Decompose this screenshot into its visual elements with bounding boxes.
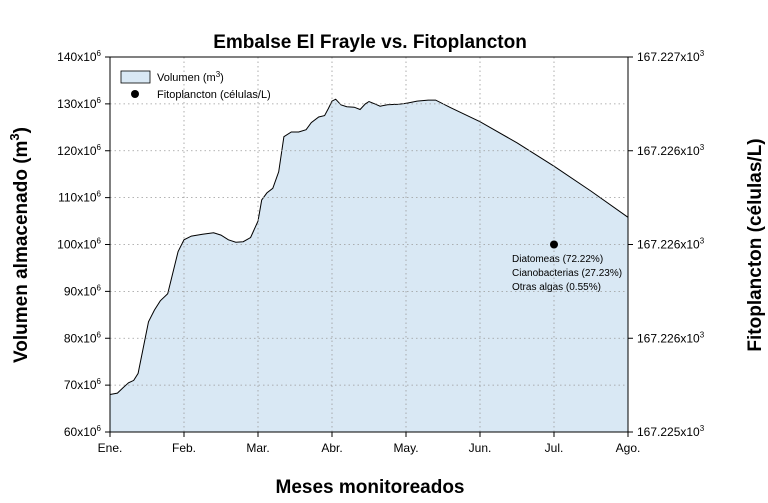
- y2-tick-label-exp-2: 3: [700, 237, 705, 246]
- y-tick-label-0: 60x106: [64, 424, 102, 439]
- legend-item-volumen: Volumen (m3): [157, 70, 224, 84]
- x-tick-label-7: Ago.: [616, 441, 641, 455]
- legend-area-swatch: [120, 70, 151, 84]
- y2-tick-label-base-1: 167.226x10: [637, 331, 700, 345]
- y-tick-label-6: 120x106: [57, 143, 101, 158]
- y-tick-label-base-6: 120x10: [57, 144, 97, 158]
- y-tick-label-exp-8: 6: [97, 49, 102, 58]
- y-tick-label-2: 80x106: [64, 330, 102, 345]
- chart-title: Embalse El Frayle vs. Fitoplancton: [213, 32, 527, 53]
- y-tick-label-4: 100x106: [57, 237, 101, 252]
- y2-tick-label-base-2: 167.226x10: [637, 238, 700, 252]
- y2-tick-label-2: 167.226x103: [637, 237, 705, 252]
- x-tick-label-4: May.: [393, 441, 418, 455]
- y-axis-title: Volumen almacenado (m3): [7, 127, 32, 363]
- annotation-otras-algas: Otras algas (0.55%): [512, 282, 601, 293]
- y-tick-label-3: 90x106: [64, 283, 102, 298]
- volumen-area-fill: [110, 99, 628, 432]
- y2-tick-label-3: 167.226x103: [637, 143, 705, 158]
- annotation-diatomeas: Diatomeas (72.22%): [512, 254, 603, 265]
- y2-tick-label-0: 167.225x103: [637, 424, 705, 439]
- x-tick-label-0: Ene.: [98, 441, 123, 455]
- y-tick-label-exp-5: 6: [97, 190, 102, 199]
- y-tick-label-exp-6: 6: [97, 143, 102, 152]
- y-tick-label-8: 140x106: [57, 49, 101, 64]
- legend: Volumen (m3) Fitoplancton (células/L): [120, 70, 271, 101]
- y-tick-label-base-7: 130x10: [57, 97, 97, 111]
- y2-tick-label-exp-1: 3: [700, 330, 705, 339]
- x-tick-label-5: Jun.: [469, 441, 492, 455]
- fitoplancton-point-0: [550, 240, 558, 249]
- y-tick-label-base-8: 140x10: [57, 50, 97, 64]
- y-tick-label-1: 70x106: [64, 377, 102, 392]
- y-tick-label-exp-0: 6: [97, 424, 102, 433]
- x-tick-label-2: Mar.: [246, 441, 269, 455]
- y2-tick-label-base-4: 167.227x10: [637, 50, 700, 64]
- legend-item-volumen-close: ): [220, 72, 224, 84]
- y-tick-label-exp-7: 6: [97, 96, 102, 105]
- y-tick-label-exp-4: 6: [97, 237, 102, 246]
- y2-tick-label-base-0: 167.225x10: [637, 425, 700, 439]
- y2-axis-title: Fitoplancton (células/L): [745, 138, 766, 351]
- point-layer: [550, 240, 558, 249]
- legend-point-marker: [131, 90, 139, 98]
- y2-tick-label-exp-0: 3: [700, 424, 705, 433]
- x-axis-title: Meses monitoreados: [276, 477, 465, 498]
- x-tick-label-3: Abr.: [321, 441, 342, 455]
- y2-tick-label-1: 167.226x103: [637, 330, 705, 345]
- legend-item-volumen-label: Volumen (m: [157, 72, 216, 84]
- y-axis-title-main: Volumen almacenado (m: [11, 141, 32, 363]
- y-tick-label-exp-1: 6: [97, 377, 102, 386]
- y-tick-label-base-4: 100x10: [57, 238, 97, 252]
- y-axis-title-close: ): [11, 127, 32, 133]
- y2-tick-label-4: 167.227x103: [637, 49, 705, 64]
- y2-tick-label-exp-4: 3: [700, 49, 705, 58]
- area-layer: [109, 98, 629, 432]
- legend-item-fitoplancton: Fitoplancton (células/L): [157, 89, 271, 101]
- y-tick-label-base-2: 80x10: [64, 331, 97, 345]
- x-tick-label-6: Jul.: [545, 441, 564, 455]
- y-tick-label-base-0: 60x10: [64, 425, 97, 439]
- y2-tick-label-base-3: 167.226x10: [637, 144, 700, 158]
- y-tick-label-exp-2: 6: [97, 330, 102, 339]
- y-tick-label-5: 110x106: [58, 190, 101, 205]
- y2-tick-label-exp-3: 3: [700, 143, 705, 152]
- y-tick-label-base-3: 90x10: [64, 284, 97, 298]
- y-tick-label-7: 130x106: [57, 96, 101, 111]
- y-tick-label-base-1: 70x10: [64, 378, 97, 392]
- y-tick-label-base-5: 110x10: [58, 191, 97, 205]
- x-tick-label-1: Feb.: [172, 441, 196, 455]
- annotation-cianobacterias: Cianobacterias (27.23%): [512, 268, 622, 279]
- tick-layer: Ene. Feb. Mar. Abr. May. Jun. Jul. Ago.60x10670…: [57, 49, 705, 455]
- legend-item-volumen-sup: 3: [216, 70, 221, 79]
- y-axis-title-sup: 3: [7, 133, 22, 140]
- grid-layer: [110, 57, 628, 432]
- y-tick-label-exp-3: 6: [97, 283, 102, 292]
